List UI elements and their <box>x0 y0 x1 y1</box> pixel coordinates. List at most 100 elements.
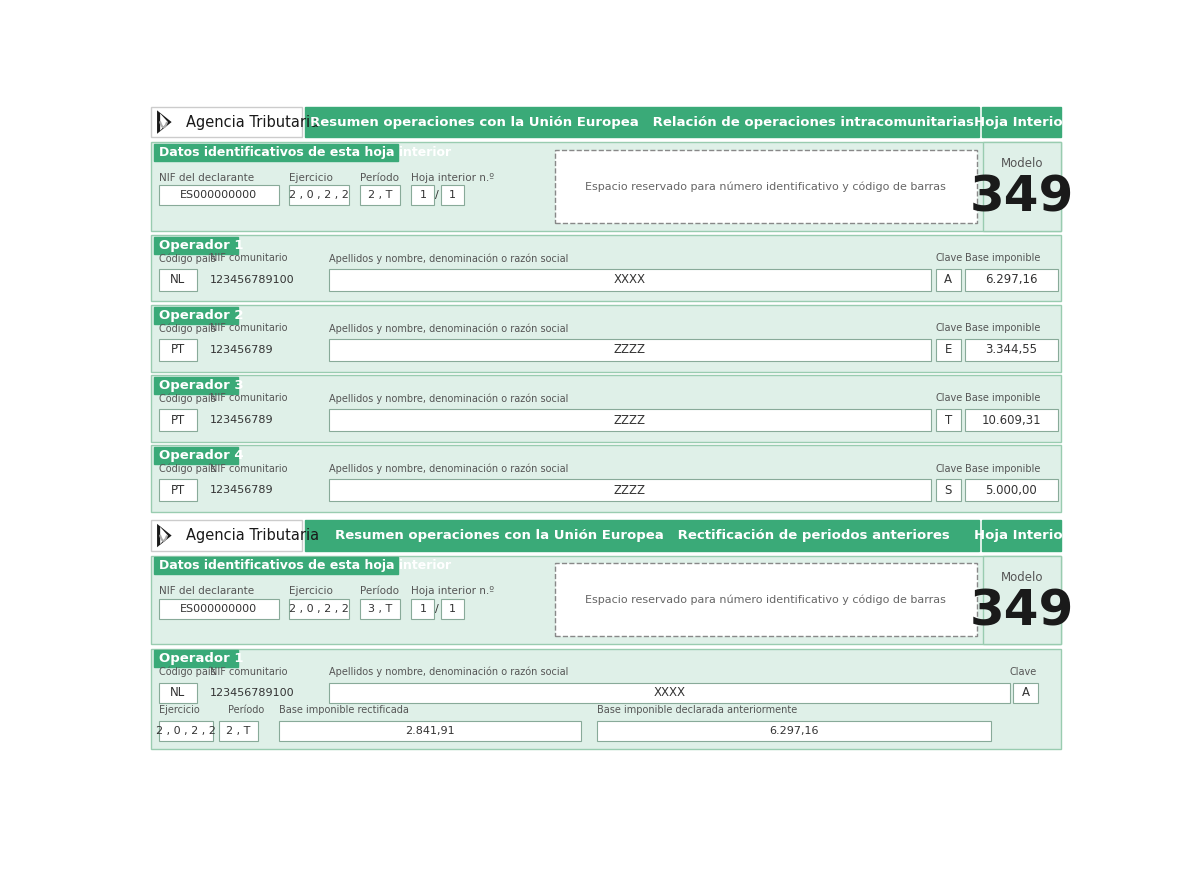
Text: Base imponible rectificada: Base imponible rectificada <box>279 705 409 716</box>
Bar <box>305 520 980 551</box>
Bar <box>151 107 301 138</box>
Bar <box>936 339 961 361</box>
Text: NIF del declarante: NIF del declarante <box>158 586 254 596</box>
Text: ZZZZ: ZZZZ <box>613 343 645 357</box>
Text: PT: PT <box>171 413 186 427</box>
Bar <box>151 446 1060 512</box>
Bar <box>154 377 238 394</box>
Text: T: T <box>944 413 952 427</box>
Text: Datos identificativos de esta hoja interior: Datos identificativos de esta hoja inter… <box>158 145 450 159</box>
Text: 2 , T: 2 , T <box>226 726 251 736</box>
Bar <box>361 598 401 618</box>
Text: 3.344,55: 3.344,55 <box>985 343 1037 357</box>
Bar <box>219 721 258 741</box>
Text: Operador 1: Operador 1 <box>158 653 243 665</box>
Bar <box>154 447 238 464</box>
Text: A: A <box>944 273 953 286</box>
Text: 1: 1 <box>420 190 427 201</box>
Text: Clave: Clave <box>936 393 963 404</box>
Text: 123456789: 123456789 <box>209 345 273 355</box>
Text: NIF comunitario: NIF comunitario <box>209 323 287 334</box>
Text: Código país: Código país <box>158 463 215 474</box>
Text: Base imponible: Base imponible <box>965 253 1040 264</box>
Bar <box>158 409 197 431</box>
Text: Ejercicio: Ejercicio <box>288 173 332 182</box>
Text: NIF comunitario: NIF comunitario <box>209 253 287 264</box>
Bar <box>279 721 582 741</box>
Bar <box>288 185 349 205</box>
Text: Resumen operaciones con la Unión Europea   Rectificación de periodos anteriores: Resumen operaciones con la Unión Europea… <box>335 529 949 542</box>
Text: ES000000000: ES000000000 <box>180 190 258 201</box>
Bar <box>441 598 465 618</box>
Text: XXXX: XXXX <box>613 273 645 286</box>
Text: PT: PT <box>171 484 186 497</box>
Bar <box>158 269 197 291</box>
Text: 1: 1 <box>420 604 427 614</box>
Bar <box>158 479 197 501</box>
Text: NIF del declarante: NIF del declarante <box>158 173 254 182</box>
Text: Apellidos y nombre, denominación o razón social: Apellidos y nombre, denominación o razón… <box>329 393 569 404</box>
Text: 349: 349 <box>969 173 1074 222</box>
Bar <box>965 339 1058 361</box>
Text: XXXX: XXXX <box>654 686 686 699</box>
Text: 2 , T: 2 , T <box>368 190 392 201</box>
Text: Hoja interior n.º: Hoja interior n.º <box>411 586 494 596</box>
Bar <box>597 721 991 741</box>
Bar <box>151 555 1060 644</box>
Text: Base imponible: Base imponible <box>965 463 1040 474</box>
Text: Clave: Clave <box>936 463 963 474</box>
Text: Apellidos y nombre, denominación o razón social: Apellidos y nombre, denominación o razón… <box>329 667 569 677</box>
Text: Código país: Código país <box>158 393 215 404</box>
Bar <box>158 721 213 741</box>
Text: Período: Período <box>361 586 400 596</box>
Text: NL: NL <box>170 273 186 286</box>
Text: Hoja Interior: Hoja Interior <box>974 529 1070 542</box>
Text: Agencia Tributaria: Agencia Tributaria <box>186 115 319 130</box>
Bar <box>983 555 1060 644</box>
Text: Agencia Tributaria: Agencia Tributaria <box>186 528 319 543</box>
Bar <box>441 185 465 205</box>
Text: NIF comunitario: NIF comunitario <box>209 667 287 677</box>
Bar <box>361 185 401 205</box>
Text: /: / <box>435 190 439 201</box>
Bar <box>936 269 961 291</box>
Text: ES000000000: ES000000000 <box>180 604 258 614</box>
Text: Hoja interior n.º: Hoja interior n.º <box>411 173 494 182</box>
Text: Operador 4: Operador 4 <box>158 449 243 462</box>
Polygon shape <box>160 113 168 131</box>
Text: 123456789100: 123456789100 <box>209 275 294 285</box>
Text: Clave: Clave <box>936 323 963 334</box>
Text: 3 , T: 3 , T <box>368 604 392 614</box>
Bar <box>151 306 1060 371</box>
Text: 10.609,31: 10.609,31 <box>981 413 1041 427</box>
Bar <box>151 236 1060 301</box>
Text: Código país: Código país <box>158 323 215 334</box>
Text: Resumen operaciones con la Unión Europea   Relación de operaciones intracomunita: Resumen operaciones con la Unión Europea… <box>310 116 974 129</box>
Polygon shape <box>160 527 168 544</box>
Bar <box>936 479 961 501</box>
Text: Apellidos y nombre, denominación o razón social: Apellidos y nombre, denominación o razón… <box>329 253 569 264</box>
Bar <box>554 563 978 637</box>
Text: Modelo: Modelo <box>1001 157 1044 170</box>
Text: NL: NL <box>170 686 186 699</box>
Text: A: A <box>1021 686 1030 699</box>
Bar <box>154 650 238 668</box>
Text: Apellidos y nombre, denominación o razón social: Apellidos y nombre, denominación o razón… <box>329 463 569 474</box>
Text: 5.000,00: 5.000,00 <box>986 484 1037 497</box>
Bar <box>411 185 435 205</box>
Bar <box>151 520 301 551</box>
Text: Datos identificativos de esta hoja interior: Datos identificativos de esta hoja inter… <box>158 559 450 572</box>
Bar <box>329 479 930 501</box>
Text: ZZZZ: ZZZZ <box>613 413 645 427</box>
Bar <box>329 409 930 431</box>
Text: Período: Período <box>228 705 265 716</box>
Bar <box>329 269 930 291</box>
Text: Período: Período <box>361 173 400 182</box>
Bar <box>151 649 1060 749</box>
Bar <box>965 409 1058 431</box>
Text: Espacio reservado para número identificativo y código de barras: Espacio reservado para número identifica… <box>585 181 947 192</box>
Text: Operador 1: Operador 1 <box>158 239 243 251</box>
Bar <box>982 520 1060 551</box>
Text: 123456789: 123456789 <box>209 415 273 425</box>
Text: Clave: Clave <box>936 253 963 264</box>
